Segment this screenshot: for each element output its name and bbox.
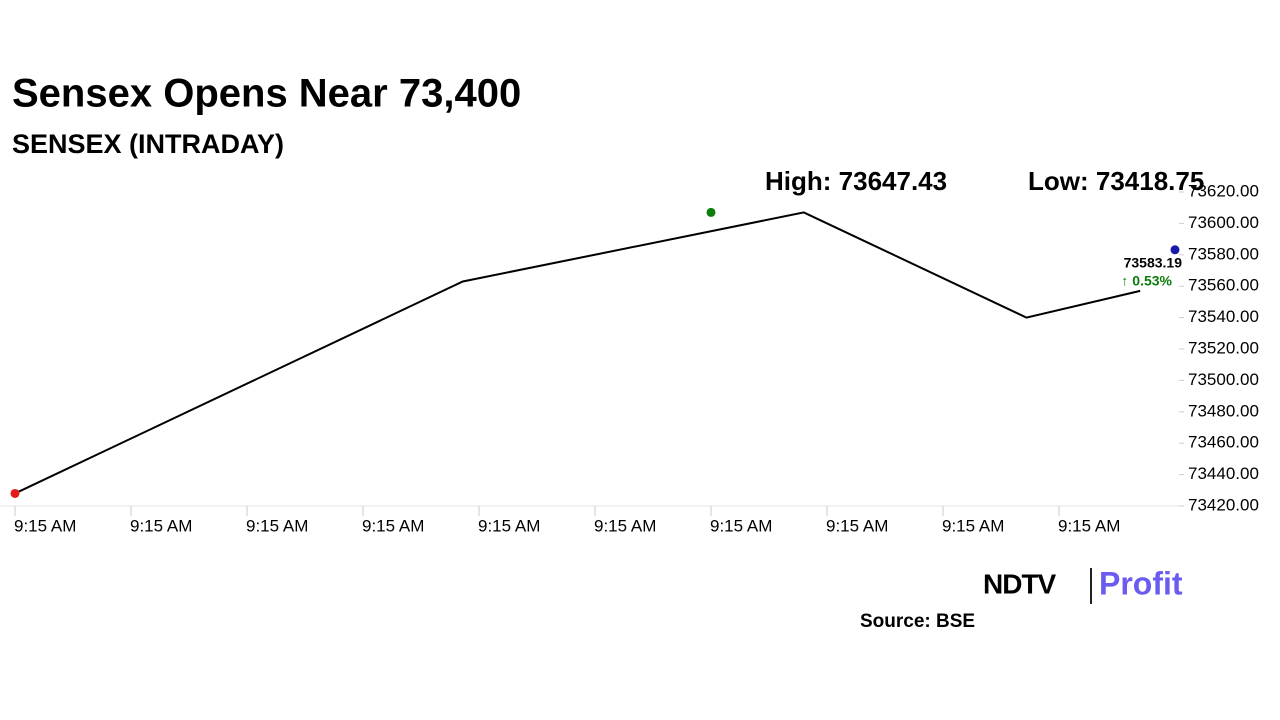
marker-dot bbox=[706, 207, 716, 217]
x-tick-label: 9:15 AM bbox=[826, 516, 888, 535]
high-annotation: High: 73647.43 bbox=[765, 166, 947, 196]
x-tick-label: 9:15 AM bbox=[14, 516, 76, 535]
y-tick-label: 73440.00 bbox=[1188, 464, 1259, 483]
chart-title: Sensex Opens Near 73,400 bbox=[12, 72, 521, 116]
y-tick-label: 73540.00 bbox=[1188, 307, 1259, 326]
low-annotation: Low: 73418.75 bbox=[1028, 166, 1204, 196]
y-tick-label: 73560.00 bbox=[1188, 276, 1259, 295]
x-tick-label: 9:15 AM bbox=[594, 516, 656, 535]
x-tick-label: 9:15 AM bbox=[1058, 516, 1120, 535]
logo-right: Profit bbox=[1099, 565, 1183, 601]
y-tick-label: 73580.00 bbox=[1188, 244, 1259, 263]
last-price-label: 73583.19 bbox=[1124, 255, 1183, 271]
y-tick-label: 73600.00 bbox=[1188, 213, 1259, 232]
y-tick-label: 73500.00 bbox=[1188, 370, 1259, 389]
logo-left: NDTV bbox=[983, 568, 1057, 599]
x-tick-label: 9:15 AM bbox=[246, 516, 308, 535]
chart-subtitle: SENSEX (INTRADAY) bbox=[12, 129, 284, 159]
y-tick-label: 73420.00 bbox=[1188, 495, 1259, 514]
y-tick-label: 73480.00 bbox=[1188, 401, 1259, 420]
y-tick-label: 73620.00 bbox=[1188, 181, 1259, 200]
x-tick-label: 9:15 AM bbox=[130, 516, 192, 535]
y-tick-label: 73520.00 bbox=[1188, 338, 1259, 357]
x-tick-label: 9:15 AM bbox=[362, 516, 424, 535]
marker-dot bbox=[10, 488, 20, 498]
price-line bbox=[14, 211, 1141, 495]
x-tick-label: 9:15 AM bbox=[478, 516, 540, 535]
marker-dot bbox=[1170, 245, 1180, 255]
y-tick-label: 73460.00 bbox=[1188, 433, 1259, 452]
change-label: ↑ 0.53% bbox=[1121, 273, 1172, 289]
source: Source: BSE bbox=[860, 611, 975, 632]
x-tick-label: 9:15 AM bbox=[710, 516, 772, 535]
x-tick-label: 9:15 AM bbox=[942, 516, 1004, 535]
